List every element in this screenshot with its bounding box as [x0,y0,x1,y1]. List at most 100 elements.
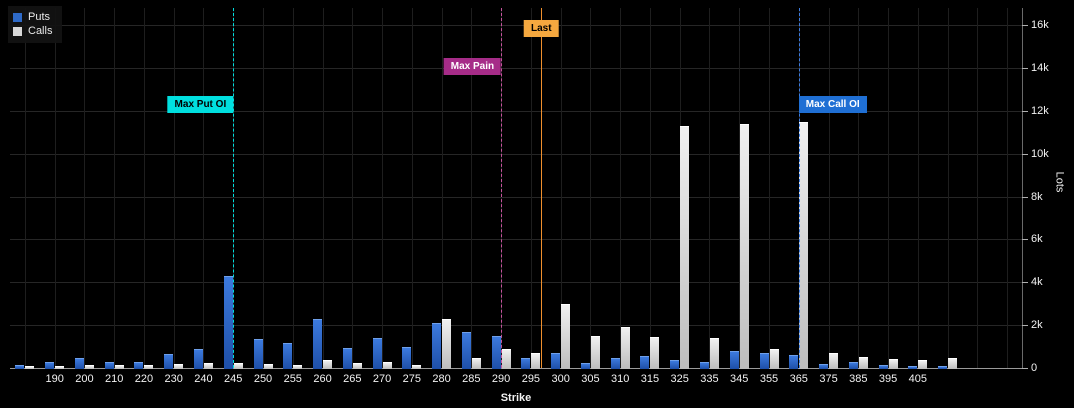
puts-bar-280[interactable] [432,323,442,369]
puts-bar-edge31[interactable] [938,366,948,369]
calls-bar-405[interactable] [918,360,928,369]
x-tick-label-275: 275 [402,373,421,385]
v-gridline [649,8,651,368]
puts-bar-315[interactable] [640,356,650,369]
calls-bar-305[interactable] [590,336,600,369]
puts-bar-395[interactable] [878,365,888,369]
calls-bar-270[interactable] [382,362,392,369]
calls-bar-395[interactable] [888,359,898,369]
puts-bar-230[interactable] [164,354,174,369]
calls-bar-edge31[interactable] [948,358,958,369]
v-gridline [114,8,116,368]
calls-bar-260[interactable] [323,360,333,369]
x-tick-label-295: 295 [521,373,541,385]
calls-bar-290[interactable] [501,349,511,369]
calls-bar-210[interactable] [114,365,124,369]
puts-bar-190[interactable] [45,362,55,369]
puts-bar-250[interactable] [253,339,263,369]
puts-bar-385[interactable] [848,362,858,369]
v-gridline [352,8,354,368]
calls-bar-355[interactable] [769,349,779,369]
h-gridline [10,282,1022,284]
calls-bar-edge0[interactable] [25,366,35,369]
calls-bar-315[interactable] [650,337,660,369]
puts-bar-200[interactable] [74,358,84,369]
puts-bar-310[interactable] [610,358,620,369]
puts-bar-375[interactable] [819,364,829,369]
x-tick-label-230: 230 [164,373,183,385]
x-tick-label-315: 315 [640,373,660,385]
puts-bar-245[interactable] [223,276,233,369]
calls-bar-310[interactable] [620,327,630,369]
calls-bar-255[interactable] [293,365,303,369]
legend-item-calls[interactable]: Calls [13,24,52,38]
v-gridline [977,8,979,368]
v-gridline [769,8,770,368]
calls-bar-245[interactable] [233,363,243,369]
last-line [541,8,543,368]
x-tick-label-220: 220 [134,373,154,385]
y-tick-mark [1022,110,1028,112]
legend: Puts Calls [8,6,63,43]
puts-bar-255[interactable] [283,343,293,369]
puts-bar-405[interactable] [908,366,918,369]
legend-label-calls: Calls [28,25,53,37]
y-axis: 16k 14k 12k 10k 8k 6k 4k 2k 0 [1022,8,1070,374]
puts-bar-295[interactable] [521,358,531,369]
x-axis-tick-labels: 190 200 210 220 230 240 245 250 255 260 265 270 275 2… [10,373,1022,387]
x-tick-label-325: 325 [670,373,689,385]
puts-bar-365[interactable] [789,355,799,369]
calls-bar-325[interactable] [680,126,690,369]
puts-bar-240[interactable] [193,349,203,369]
v-gridline [530,8,532,368]
puts-bar-300[interactable] [551,353,561,369]
calls-bar-295[interactable] [531,353,541,369]
calls-bar-345[interactable] [739,124,749,369]
puts-bar-345[interactable] [729,351,739,369]
puts-bar-290[interactable] [491,336,501,369]
calls-bar-335[interactable] [709,338,719,369]
v-gridline [828,8,830,368]
calls-bar-220[interactable] [144,365,154,369]
calls-bar-285[interactable] [471,358,481,369]
x-tick-label-270: 270 [372,373,392,385]
puts-bar-355[interactable] [759,353,769,369]
puts-bar-265[interactable] [342,348,352,369]
puts-bar-270[interactable] [372,338,382,369]
calls-bar-275[interactable] [412,365,422,369]
v-gridline [84,8,86,368]
calls-bar-250[interactable] [263,364,273,369]
h-gridline [10,153,1022,155]
max-put-oi-line [233,8,235,368]
calls-bar-385[interactable] [858,357,868,369]
puts-bar-220[interactable] [134,362,144,369]
calls-bar-300[interactable] [561,304,571,369]
puts-bar-325[interactable] [670,360,680,369]
calls-bar-375[interactable] [829,353,839,369]
calls-bar-365[interactable] [799,122,809,369]
puts-bar-275[interactable] [402,347,412,369]
puts-bar-210[interactable] [104,362,114,369]
calls-bar-280[interactable] [442,319,452,369]
plot-area: Max Put OI Max Pain Last Max Call OI [10,8,1023,369]
calls-bar-240[interactable] [203,363,213,369]
h-gridline [10,239,1022,241]
v-gridline [709,8,711,368]
legend-item-puts[interactable]: Puts [13,10,52,24]
puts-bar-edge0[interactable] [15,365,25,369]
x-tick-label-210: 210 [104,373,124,385]
calls-bar-265[interactable] [352,363,362,369]
puts-bar-285[interactable] [461,332,471,369]
x-tick-label-310: 310 [610,373,630,385]
y-tick-mark [1022,25,1028,27]
x-tick-label-245: 245 [224,373,243,385]
puts-bar-260[interactable] [313,319,323,369]
x-tick-label-240: 240 [194,373,213,385]
puts-bar-305[interactable] [580,363,590,369]
max-put-oi-label: Max Put OI [167,96,234,113]
puts-bar-335[interactable] [699,362,709,369]
calls-bar-200[interactable] [84,365,94,369]
calls-bar-230[interactable] [174,364,184,369]
calls-bar-190[interactable] [55,366,65,369]
